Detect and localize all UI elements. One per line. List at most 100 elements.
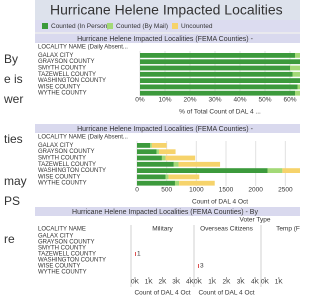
x-axis-label: Count of DAL 4 Oct — [192, 199, 248, 206]
x-axis-label: % of Total Count of DAL 4 ... — [179, 109, 261, 116]
row-header: LOCALITY NAME (Daily Absent... — [38, 135, 128, 141]
x-tick-label: 3K — [172, 279, 181, 286]
bar-segment — [178, 161, 221, 167]
x-tick-label: 50% — [258, 97, 271, 104]
x-tick-label: 2K — [159, 279, 168, 286]
bar-segment — [161, 155, 166, 161]
bar-segment — [140, 90, 295, 96]
x-tick-label: 1000 — [189, 187, 204, 194]
category-label: SMYTH COUNTY — [38, 246, 86, 252]
panel-title: Overseas Citizens — [200, 226, 253, 233]
value-label: 1 — [137, 251, 141, 258]
x-tick-label: 2500 — [278, 187, 293, 194]
category-label: WISE COUNTY — [38, 264, 80, 270]
x-tick-label: 1K — [208, 279, 217, 286]
category-label: WYTHE COUNTY — [38, 270, 87, 276]
category-label: TAZEWELL COUNTY — [38, 252, 96, 258]
x-tick-label: 1K — [145, 279, 154, 286]
bar-segment — [140, 71, 293, 77]
bar-segment — [165, 155, 196, 161]
category-label: WYTHE COUNTY — [38, 91, 87, 97]
category-label: WASHINGTON COUNTY — [38, 258, 106, 264]
left-text: may — [4, 174, 27, 188]
legend-swatch — [42, 23, 48, 29]
bar-segment — [179, 180, 215, 186]
category-label: SMYTH COUNTY — [38, 155, 86, 161]
bar-segment — [295, 53, 300, 58]
bar-segment — [156, 149, 159, 155]
legend-label: Uncounted — [181, 23, 213, 30]
x-tick-label: 0K — [131, 279, 140, 286]
left-text: e is — [4, 72, 23, 86]
x-tick-label: 0K — [261, 279, 270, 286]
bar-segment — [165, 174, 169, 180]
bar-segment — [168, 174, 200, 180]
chart-header — [35, 34, 300, 43]
bar-segment — [137, 143, 151, 148]
category-label: GRAYSON COUNTY — [38, 240, 95, 246]
legend-label: Counted (In Person) — [51, 23, 110, 30]
bar-segment — [297, 84, 300, 90]
x-tick-label: 0% — [135, 97, 145, 104]
category-label: WYTHE COUNTY — [38, 181, 87, 187]
x-tick-label: 0 — [135, 187, 139, 194]
bar-segment — [290, 65, 300, 71]
bar-segment — [140, 84, 298, 90]
category-label: SMYTH COUNTY — [38, 65, 86, 71]
left-text: By — [4, 52, 18, 66]
legend-swatch — [172, 23, 178, 29]
row-header: LOCALITY NAME — [38, 227, 86, 233]
chart-title: Hurricane Helene Impacted Localities (FE… — [77, 36, 254, 43]
x-tick-label: 40% — [233, 97, 246, 104]
bar-segment — [150, 143, 152, 148]
bar-segment — [174, 180, 180, 186]
x-axis-label: Count of DAL 4 Oct — [198, 290, 254, 297]
category-label: WASHINGTON COUNTY — [38, 78, 106, 84]
x-tick-label: 30% — [208, 97, 221, 104]
x-tick-label: 20% — [183, 97, 196, 104]
category-label: TAZEWELL COUNTY — [38, 162, 96, 168]
chart-title: Hurricane Helene Impacted Localities (FE… — [72, 209, 258, 216]
panel-title: Military — [152, 226, 173, 233]
bar-segment — [282, 168, 300, 173]
dashboard-title: Hurricane Helene Impacted Localities — [50, 2, 283, 18]
left-text: PS — [4, 194, 20, 208]
row-header: LOCALITY NAME (Daily Absent... — [38, 45, 128, 51]
bar-segment — [151, 143, 167, 148]
legend-label: Counted (By Mail) — [116, 23, 168, 30]
x-tick-label: 60% — [283, 97, 296, 104]
category-label: GALAX CITY — [38, 143, 73, 149]
x-tick-label: 10% — [158, 97, 171, 104]
bar-segment — [137, 155, 162, 161]
x-tick-label: 3K — [237, 279, 246, 286]
panel-title: Temp (Fo... — [276, 226, 300, 233]
x-tick-label: 4K — [186, 279, 195, 286]
bar-segment — [140, 78, 300, 83]
bar-segment — [267, 168, 283, 173]
x-tick-label: 0K — [194, 279, 203, 286]
x-tick-label: 2000 — [248, 187, 263, 194]
title-bar — [35, 0, 300, 20]
category-label: WISE COUNTY — [38, 84, 80, 90]
bar-segment — [137, 161, 174, 167]
x-tick-label: 1K — [275, 279, 284, 286]
chart-body — [35, 216, 300, 300]
category-label: TAZEWELL COUNTY — [38, 72, 96, 78]
left-text: ties — [4, 132, 23, 146]
x-tick-label: 500 — [161, 187, 172, 194]
x-axis-label: Count of DAL 4 Oct — [134, 290, 190, 297]
chart-header — [35, 207, 300, 216]
category-label: GRAYSON COUNTY — [38, 149, 95, 155]
bar-segment — [137, 168, 268, 173]
x-tick-label: 1500 — [219, 187, 234, 194]
bar-segment — [140, 53, 295, 58]
category-label: GRAYSON COUNTY — [38, 59, 95, 65]
bar-segment — [140, 65, 290, 71]
legend-swatch — [107, 23, 113, 29]
page: {"left_text": ["By", "e is", "wer", "tie… — [3, 0, 300, 300]
category-label: WASHINGTON COUNTY — [38, 168, 106, 174]
bar — [198, 264, 199, 268]
category-label: GALAX CITY — [38, 53, 73, 59]
bar-segment — [137, 180, 175, 186]
category-label: WISE COUNTY — [38, 174, 80, 180]
